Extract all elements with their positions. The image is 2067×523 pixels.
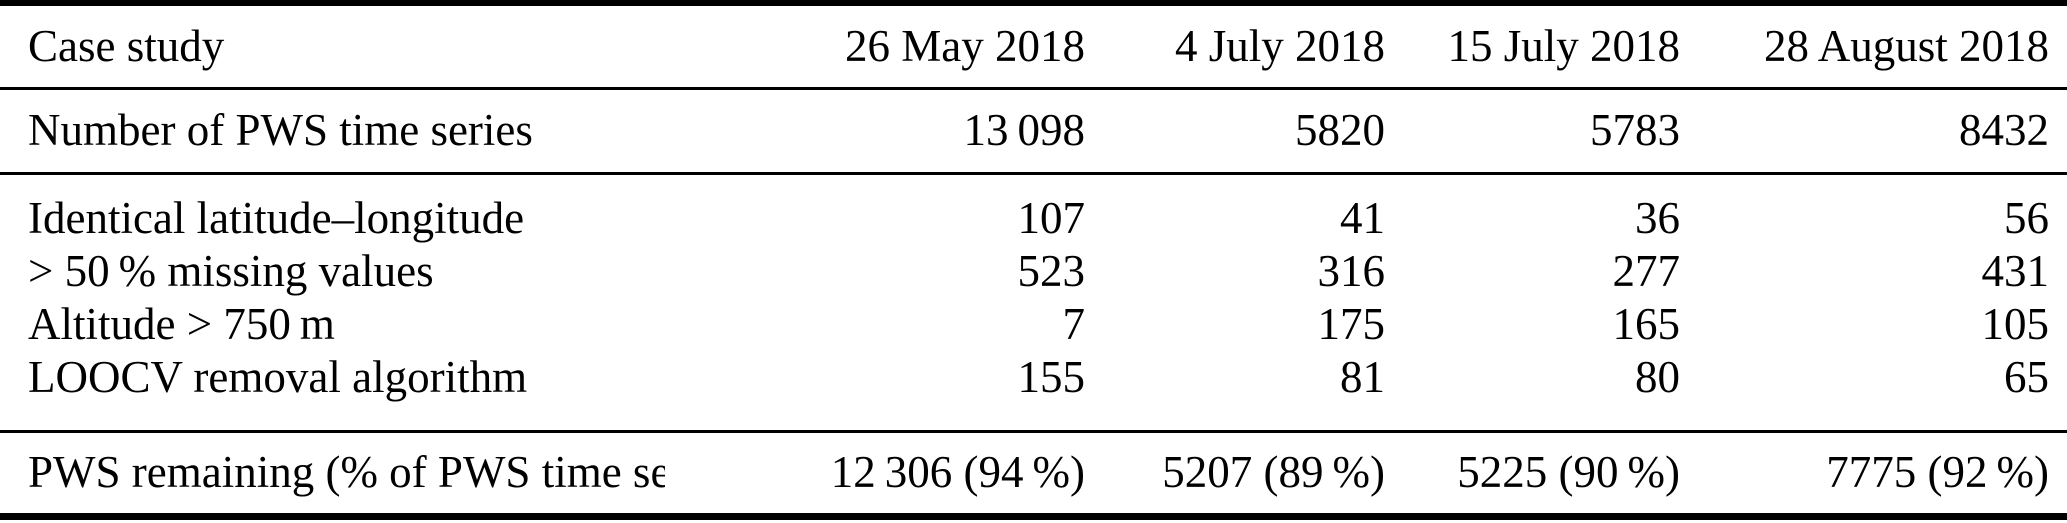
row-label: PWS remaining (% of PWS time series): [28, 447, 665, 497]
cell-value: 7775 (92 %): [1826, 447, 2049, 497]
column-header-15-july-2018: 15 July 2018: [1447, 21, 1680, 71]
cell-value: 5207 (89 %): [1162, 447, 1385, 497]
cell-value: 155: [1017, 352, 1086, 402]
cell-value: 13 098: [963, 105, 1085, 155]
cell-value: 5820: [1295, 105, 1385, 155]
cell-value: 107: [1017, 193, 1086, 243]
cell-value: 81: [1340, 352, 1385, 402]
column-header-case-study: Case study: [28, 21, 225, 71]
cell-value: 277: [1612, 246, 1681, 296]
cell-value: 523: [1017, 246, 1086, 296]
row-label: Identical latitude–longitude: [28, 193, 525, 243]
column-header-4-july-2018: 4 July 2018: [1174, 21, 1385, 71]
row-label: LOOCV removal algorithm: [28, 352, 528, 402]
section-removal-criteria: Identical latitude–longitude 107 41 36 5…: [0, 174, 2067, 432]
cell-value: 5783: [1590, 105, 1680, 155]
cell-value: 175: [1317, 299, 1386, 349]
cell-value: 36: [1635, 193, 1680, 243]
row-loocv-removal-algorithm: LOOCV removal algorithm 155 81 80 65: [0, 351, 2067, 432]
row-number-of-pws-time-series: Number of PWS time series 13 098 5820 57…: [0, 89, 2067, 174]
row-label: Number of PWS time series: [28, 105, 533, 155]
section-totals: Number of PWS time series 13 098 5820 57…: [0, 89, 2067, 174]
cell-value: 65: [2004, 352, 2049, 402]
column-header-26-may-2018: 26 May 2018: [845, 21, 1085, 71]
cell-value: 12 306 (94 %): [830, 447, 1085, 497]
cell-value: 431: [1981, 246, 2050, 296]
table-header-row: Case study 26 May 2018 4 July 2018 15 Ju…: [0, 3, 2067, 89]
row-label: Altitude > 750 m: [28, 299, 335, 349]
cell-value: 80: [1635, 352, 1680, 402]
row-pws-remaining: PWS remaining (% of PWS time series) 12 …: [0, 432, 2067, 517]
cell-value: 41: [1340, 193, 1385, 243]
row-label: > 50 % missing values: [28, 246, 434, 296]
cell-value: 56: [2004, 193, 2049, 243]
section-remaining: PWS remaining (% of PWS time series) 12 …: [0, 432, 2067, 517]
cell-value: 5225 (90 %): [1457, 447, 1680, 497]
table-header: Case study 26 May 2018 4 July 2018 15 Ju…: [0, 3, 2067, 89]
row-missing-values: > 50 % missing values 523 316 277 431: [0, 245, 2067, 298]
row-altitude-above-750m: Altitude > 750 m 7 175 165 105: [0, 298, 2067, 351]
cell-value: 105: [1981, 299, 2050, 349]
cell-value: 316: [1317, 246, 1386, 296]
column-header-28-august-2018: 28 August 2018: [1763, 21, 2049, 71]
cell-value: 165: [1612, 299, 1681, 349]
cell-value: 7: [1062, 299, 1086, 349]
row-identical-latitude-longitude: Identical latitude–longitude 107 41 36 5…: [0, 174, 2067, 246]
cell-value: 8432: [1959, 105, 2049, 155]
